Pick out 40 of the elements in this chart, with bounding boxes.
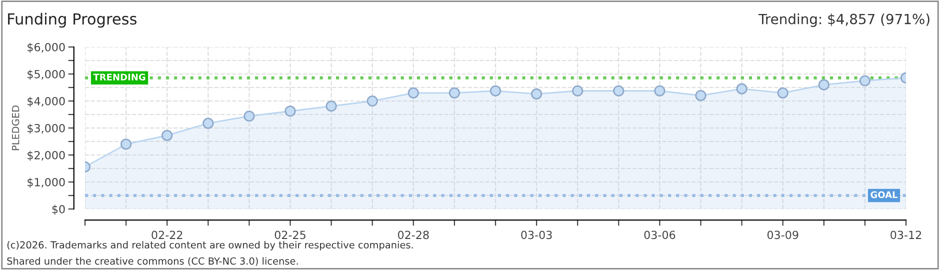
point <box>162 130 173 141</box>
point <box>490 85 502 96</box>
x-tick-label: 03-12 <box>890 230 922 240</box>
point <box>448 87 460 98</box>
point <box>408 87 419 98</box>
point <box>572 85 584 96</box>
y-tick-label: $5,000 <box>28 70 65 80</box>
x-tick-label: 02-25 <box>274 230 306 240</box>
point <box>777 87 788 98</box>
y-tick-label: $3,000 <box>28 124 65 134</box>
point <box>366 95 378 107</box>
ref-line-label: TRENDING <box>93 74 146 80</box>
x-tick-label: 02-22 <box>152 230 182 240</box>
y-tick-label: $1,000 <box>28 178 65 188</box>
point <box>654 85 666 96</box>
point <box>736 83 748 94</box>
point <box>530 88 542 100</box>
point <box>859 75 871 86</box>
text: Trending: $4,857 (971%) <box>758 14 930 27</box>
point <box>818 79 830 90</box>
x-tick-label: 03-09 <box>767 230 798 240</box>
y-axis-title: PLEDGED <box>12 106 20 150</box>
point <box>613 85 624 96</box>
y-tick-label: $4,000 <box>28 96 65 107</box>
point <box>120 138 132 150</box>
text: Shared under the creative commons (CC BY-NC 3.0) license. <box>7 257 298 266</box>
ref-line-label: GOAL <box>870 191 898 198</box>
point <box>326 100 337 112</box>
x-tick-label: 02-28 <box>398 230 429 240</box>
y-tick-label: $0 <box>52 204 65 215</box>
point <box>202 118 214 129</box>
y-tick-label: $2,000 <box>28 150 65 161</box>
point <box>284 106 296 117</box>
chart-title: Funding Progress <box>8 12 137 28</box>
point <box>695 90 706 102</box>
x-tick-label: 03-03 <box>521 230 552 240</box>
point <box>244 110 255 122</box>
y-tick-label: $6,000 <box>28 42 65 53</box>
text: (c)2026. Trademarks and related content are owned by their respective companies. <box>7 240 413 250</box>
x-tick-label: 03-06 <box>644 230 676 240</box>
